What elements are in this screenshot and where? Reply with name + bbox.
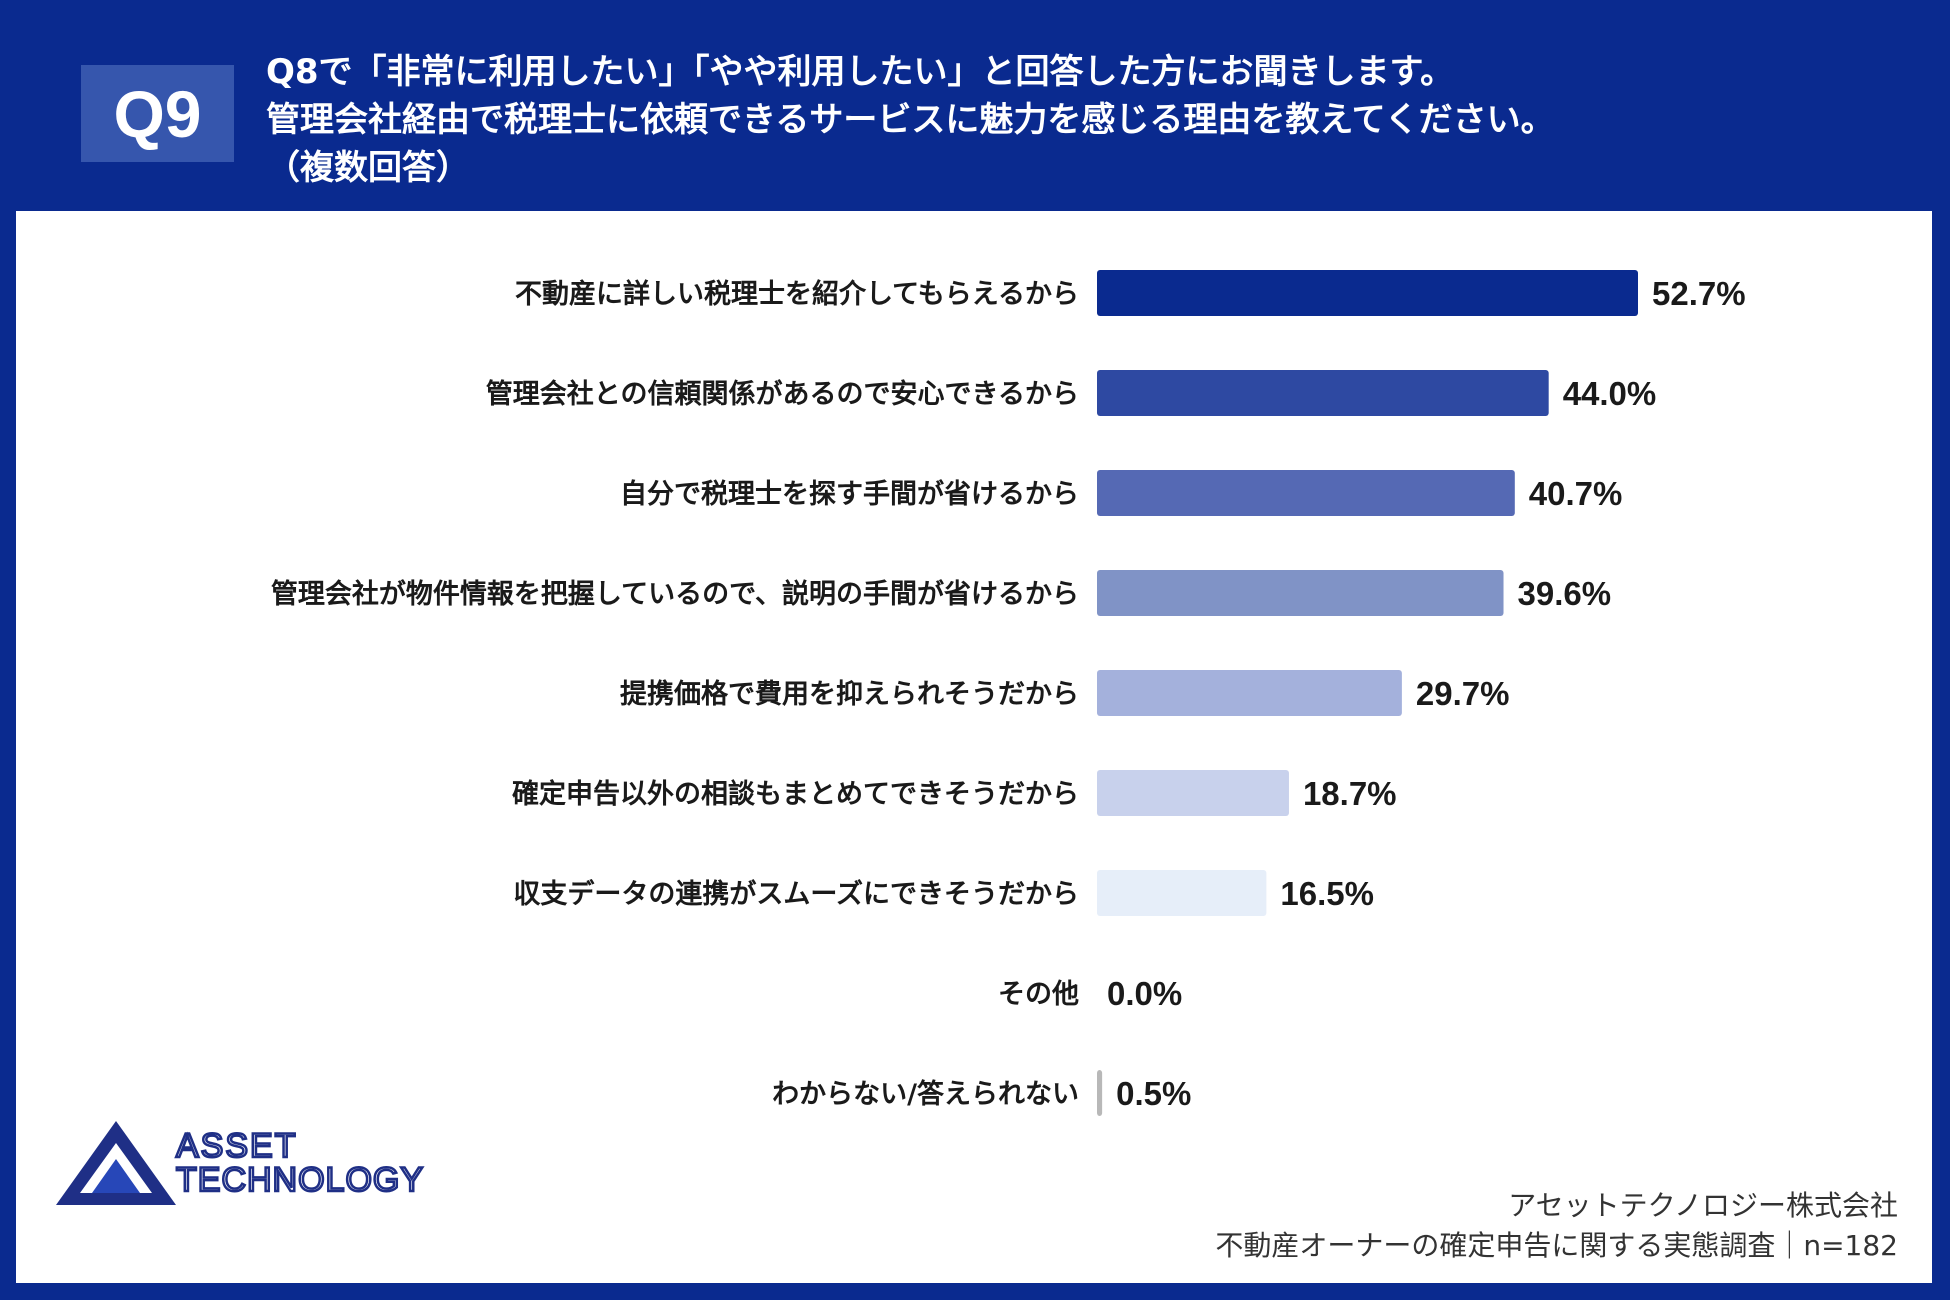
- value-label: 16.5%: [1280, 875, 1374, 912]
- question-text: Q8で「非常に利用したい」「やや利用したい」と回答した方にお聞きします。 管理会…: [266, 48, 1906, 192]
- footer: アセットテクノロジー株式会社 不動産オーナーの確定申告に関する実態調査｜n=18…: [1215, 1186, 1898, 1266]
- bar: [1097, 870, 1267, 916]
- value-label: 39.6%: [1518, 575, 1612, 612]
- logo-text-line2: TECHNOLOGY: [176, 1161, 424, 1199]
- question-line-3: （複数回答）: [266, 148, 470, 188]
- logo-text-line1: ASSET: [176, 1127, 297, 1165]
- value-label: 0.5%: [1116, 1075, 1191, 1112]
- bar: [1097, 1070, 1103, 1116]
- company-logo: ASSET TECHNOLOGY: [56, 1121, 424, 1205]
- value-label: 44.0%: [1563, 375, 1657, 412]
- value-label: 40.7%: [1529, 475, 1623, 512]
- category-label: 収支データの連携がスムーズにできそうだから: [513, 878, 1079, 910]
- bar: [1097, 570, 1504, 616]
- value-label: 52.7%: [1652, 275, 1746, 312]
- category-label: 管理会社が物件情報を把握しているので、説明の手間が省けるから: [271, 578, 1079, 610]
- question-line-2: 管理会社経由で税理士に依頼できるサービスに魅力を感じる理由を教えてください。: [266, 100, 1555, 140]
- category-label: 不動産に詳しい税理士を紹介してもらえるから: [515, 278, 1079, 310]
- question-line-1: Q8で「非常に利用したい」「やや利用したい」と回答した方にお聞きします。: [266, 52, 1455, 92]
- chart-panel: 不動産に詳しい税理士を紹介してもらえるから 52.7% 管理会社との信頼関係があるの…: [16, 211, 1932, 1283]
- value-label: 0.0%: [1107, 975, 1182, 1012]
- footer-survey: 不動産オーナーの確定申告に関する実態調査｜n=182: [1215, 1229, 1898, 1262]
- category-label: 管理会社との信頼関係があるので安心できるから: [486, 378, 1079, 410]
- category-label: わからない/答えられない: [772, 1078, 1079, 1110]
- category-label: 提携価格で費用を抑えられそうだから: [620, 679, 1079, 710]
- bar-chart: 不動産に詳しい税理士を紹介してもらえるから 52.7% 管理会社との信頼関係があるの…: [271, 270, 1746, 1116]
- footer-company: アセットテクノロジー株式会社: [1508, 1189, 1898, 1222]
- bar: [1097, 370, 1549, 416]
- value-label: 18.7%: [1303, 775, 1397, 812]
- category-label: その他: [998, 979, 1079, 1010]
- bar: [1097, 670, 1402, 716]
- header: Q9 Q8で「非常に利用したい」「やや利用したい」と回答した方にお聞きします。 …: [0, 0, 1950, 210]
- bar: [1097, 270, 1638, 316]
- question-badge: Q9: [81, 65, 234, 162]
- triangle-logo-icon: [56, 1121, 176, 1205]
- category-label: 自分で税理士を探す手間が省けるから: [620, 478, 1079, 510]
- bar: [1097, 470, 1515, 516]
- category-label: 確定申告以外の相談もまとめてできそうだから: [512, 778, 1079, 810]
- bar: [1097, 770, 1289, 816]
- value-label: 29.7%: [1416, 675, 1510, 712]
